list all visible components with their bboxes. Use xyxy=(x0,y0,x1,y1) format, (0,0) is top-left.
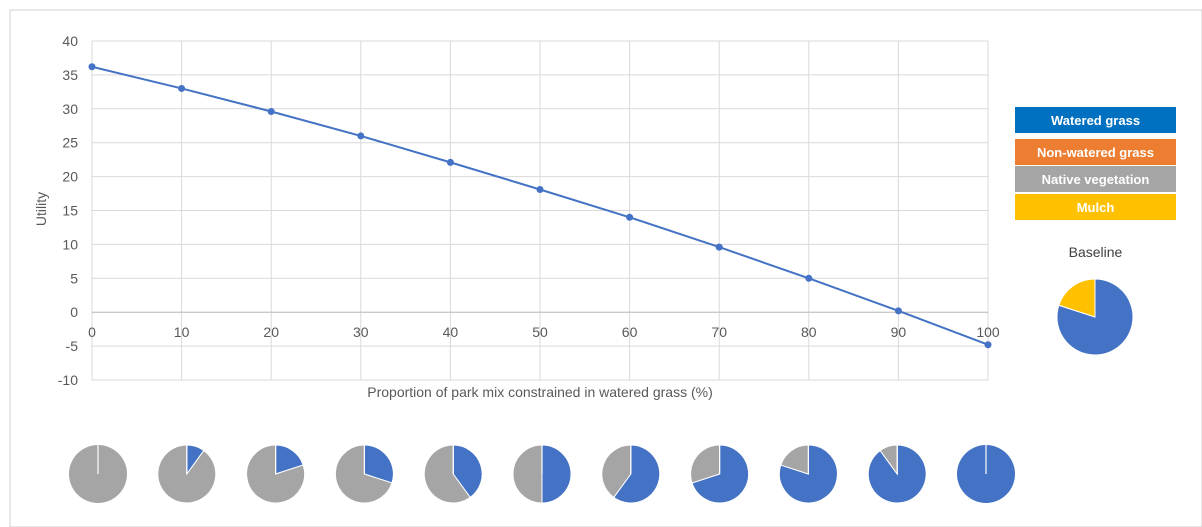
data-point xyxy=(715,243,723,251)
mix-pie xyxy=(246,444,306,504)
mix-slice-native xyxy=(512,444,543,504)
legend-non-watered-grass: Non-watered grass xyxy=(1015,139,1176,165)
mix-slice-watered xyxy=(613,444,661,504)
baseline-slice-mulch xyxy=(1058,278,1096,318)
y-tick-label: 10 xyxy=(62,236,78,252)
data-point xyxy=(536,185,544,193)
y-tick-label: 0 xyxy=(70,304,78,320)
x-tick-label: 90 xyxy=(891,324,907,340)
mix-pies-row xyxy=(69,444,1015,504)
y-tick-label: 5 xyxy=(70,270,78,286)
mix-slice-watered xyxy=(275,444,304,475)
mix-pie xyxy=(690,444,750,504)
x-tick-label: 10 xyxy=(174,324,190,340)
mix-slice-native xyxy=(157,444,217,504)
mix-slice-native xyxy=(246,444,306,504)
y-tick-label: -5 xyxy=(66,338,79,354)
legend-label: Mulch xyxy=(1076,199,1115,215)
legend-native-vegetation: Native vegetation xyxy=(1015,166,1176,192)
mix-slice-watered xyxy=(691,444,750,504)
data-point xyxy=(88,63,96,71)
mix-pie xyxy=(423,444,483,504)
baseline-label: Baseline xyxy=(1068,244,1123,260)
mix-pie xyxy=(512,444,572,504)
mix-pie xyxy=(69,445,127,503)
legend-mulch: Mulch xyxy=(1015,194,1176,220)
x-tick-label: 80 xyxy=(801,324,817,340)
x-tick-label: 50 xyxy=(532,324,548,340)
y-tick-label: 35 xyxy=(62,67,78,83)
data-point xyxy=(178,84,186,92)
mix-slice-native xyxy=(601,444,632,499)
x-tick-label: 20 xyxy=(263,324,279,340)
y-tick-label: 20 xyxy=(62,169,78,185)
mix-pie xyxy=(778,444,838,504)
y-tick-label: 15 xyxy=(62,203,78,219)
y-tick-label: -10 xyxy=(58,372,78,388)
mix-slice-watered xyxy=(867,444,927,504)
x-tick-label: 0 xyxy=(88,324,96,340)
x-tick-label: 100 xyxy=(976,324,1000,340)
mix-slice-watered xyxy=(363,444,394,484)
y-axis-label: Utility xyxy=(33,192,49,226)
mix-slice-watered xyxy=(778,444,838,504)
data-point xyxy=(267,108,275,116)
y-tick-label: 30 xyxy=(62,101,78,117)
legend-label: Native vegetation xyxy=(1041,171,1150,187)
x-tick-label: 70 xyxy=(711,324,727,340)
x-tick-label: 40 xyxy=(443,324,459,340)
gridlines xyxy=(91,40,989,381)
legend-label: Non-watered grass xyxy=(1036,144,1155,160)
mix-pie xyxy=(157,444,217,504)
x-tick-labels: 0 10 20 30 40 50 60 70 80 90 100 xyxy=(88,324,1000,340)
data-point xyxy=(446,158,454,166)
x-axis-label: Proportion of park mix constrained in wa… xyxy=(367,384,712,400)
y-tick-label: 25 xyxy=(62,135,78,151)
mix-pie xyxy=(601,444,661,504)
data-point xyxy=(984,341,992,349)
y-tick-labels: 40 35 30 25 20 15 10 5 0 -5 -10 xyxy=(58,33,78,388)
mix-pie xyxy=(867,444,927,504)
y-tick-label: 40 xyxy=(62,33,78,49)
mix-slice-native xyxy=(423,444,471,504)
mix-slice-native xyxy=(780,444,809,475)
mix-pie xyxy=(334,444,394,504)
mix-slice-native xyxy=(690,444,721,484)
mix-slice-native xyxy=(334,444,393,504)
x-tick-label: 60 xyxy=(622,324,638,340)
mix-slice-watered xyxy=(452,444,483,499)
data-point xyxy=(805,274,813,282)
data-point xyxy=(894,307,902,315)
x-tick-label: 30 xyxy=(353,324,369,340)
mix-slice-watered xyxy=(541,444,572,504)
data-point xyxy=(626,213,634,221)
mix-pie xyxy=(957,445,1015,503)
series-utility xyxy=(88,63,992,349)
legend-label: Watered grass xyxy=(1050,112,1141,128)
baseline-pie xyxy=(1056,278,1134,356)
data-point xyxy=(357,132,365,140)
legend-watered-grass: Watered grass xyxy=(1015,107,1176,133)
